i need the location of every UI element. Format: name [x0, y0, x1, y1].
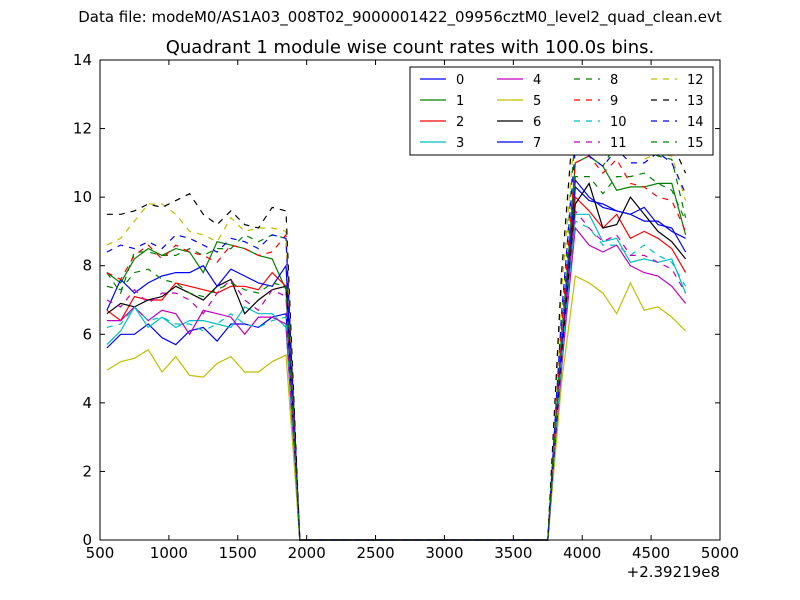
legend-label-11: 11 — [610, 136, 627, 151]
series-line-5 — [106, 275, 687, 541]
series-line-4 — [106, 226, 687, 541]
data-file-suptitle: Data file: modeM0/AS1A03_008T02_90000014… — [78, 8, 722, 26]
x-offset-label: +2.39219e8 — [627, 563, 720, 581]
plot-lines — [106, 96, 687, 541]
legend-label-14: 14 — [687, 115, 704, 130]
legend-label-13: 13 — [687, 94, 704, 109]
series-line-3 — [106, 213, 687, 541]
series-line-2 — [106, 195, 687, 541]
x-tick-label: 4000 — [563, 544, 601, 562]
series-line-12 — [106, 120, 687, 541]
legend-label-5: 5 — [533, 94, 541, 109]
series-line-15 — [106, 172, 687, 541]
plot-area-frame — [99, 59, 721, 541]
x-axis: 500 1000 1500 2000 2500 3000 3500 4000 4500 5000 — [86, 60, 739, 562]
y-tick-label: 10 — [73, 188, 92, 206]
x-tick-label: 3000 — [425, 544, 463, 562]
legend-label-3: 3 — [456, 136, 464, 151]
x-tick-label: 4500 — [632, 544, 670, 562]
x-tick-label: 2500 — [356, 544, 394, 562]
y-tick-label: 0 — [82, 531, 92, 549]
legend-label-2: 2 — [456, 115, 464, 130]
x-tick-label: 2000 — [288, 544, 326, 562]
x-tick-label: 5000 — [701, 544, 739, 562]
legend-label-1: 1 — [456, 94, 464, 109]
legend-label-8: 8 — [610, 73, 618, 88]
series-line-13 — [106, 96, 687, 541]
x-tick-label: 1000 — [150, 544, 188, 562]
y-tick-label: 14 — [73, 51, 92, 69]
legend-label-12: 12 — [687, 73, 704, 88]
y-tick-label: 4 — [82, 394, 92, 412]
y-tick-label: 6 — [82, 325, 92, 343]
series-line-8 — [106, 130, 687, 541]
y-tick-label: 8 — [82, 257, 92, 275]
legend-label-7: 7 — [533, 136, 541, 151]
y-tick-label: 12 — [73, 120, 92, 138]
legend-label-9: 9 — [610, 94, 618, 109]
legend-label-0: 0 — [456, 73, 464, 88]
chart-title: Quadrant 1 module wise count rates with … — [165, 37, 655, 58]
legend-frame — [409, 66, 714, 156]
legend-label-15: 15 — [687, 136, 704, 151]
y-tick-label: 2 — [82, 462, 92, 480]
series-line-10 — [106, 220, 687, 541]
legend-label-6: 6 — [533, 115, 541, 130]
series-line-14 — [106, 148, 687, 541]
x-tick-label: 1500 — [219, 544, 257, 562]
x-tick-label: 500 — [86, 544, 115, 562]
legend-label-4: 4 — [533, 73, 541, 88]
x-tick-label: 3500 — [494, 544, 532, 562]
legend-label-10: 10 — [610, 115, 627, 130]
